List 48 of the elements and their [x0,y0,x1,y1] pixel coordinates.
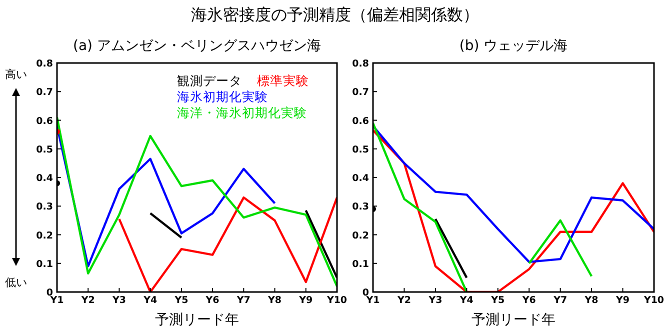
x-tick-label: Y8 [584,295,599,306]
y-tick-label: 0.5 [36,144,53,156]
text: 低い [5,276,27,289]
x-tick-label: Y1 [49,295,64,306]
text: 標準実験 [257,73,309,88]
x-tick-label: Y9 [615,295,630,306]
y-tick-label: 0.4 [36,173,54,184]
x-tick-label: Y7 [236,295,250,306]
y-tick-label: 0.7 [36,87,53,98]
x-tick-label: Y4 [458,295,474,306]
x-tick-label: Y6 [204,295,220,306]
text: 海氷初期化実験 [177,89,268,104]
y-tick-label: 0.4 [352,173,370,184]
y-tick-label: 0.1 [36,258,53,270]
line-series [373,129,654,292]
x-tick-label: Y8 [267,295,282,306]
text: 観測データ [177,73,242,88]
y-tick-label: 0.8 [36,58,54,70]
y-tick-label: 0.7 [352,87,369,98]
x-tick-label: Y3 [428,295,442,306]
text: 高い [5,68,27,81]
text: 海洋・海氷初期化実験 [177,105,307,120]
chart-title: (b) ウェッデル海 [459,38,568,54]
x-tick-label: Y9 [298,295,313,306]
y-tick-label: 0.6 [352,116,370,127]
x-axis-title: 予測リード年 [472,312,556,328]
y-tick-label: 0.2 [352,230,369,242]
x-tick-label: Y5 [490,295,505,306]
y-tick-label: 0.1 [352,258,369,270]
y-tick-label: 0.6 [36,116,54,127]
y-tick-label: 0.8 [352,58,370,70]
x-tick-label: Y4 [142,295,158,306]
x-tick-label: Y5 [174,295,188,306]
chart-title: (a) アムンゼン・ベリングスハウゼン海 [73,38,321,54]
x-tick-label: Y7 [552,295,568,306]
x-tick-label: Y10 [642,295,664,306]
x-axis-title: 予測リード年 [155,312,239,328]
y-tick-label: 0.3 [36,202,53,213]
x-tick-label: Y6 [521,295,536,306]
y-tick-label: 0.5 [352,144,369,156]
x-tick-label: Y10 [326,295,348,306]
x-tick-label: Y1 [365,295,380,306]
y-tick-label: 0.2 [36,230,53,242]
x-tick-label: Y3 [111,295,126,306]
text: 海氷密接度の予測精度（偏差相関係数） [191,5,479,24]
x-tick-label: Y2 [80,295,95,306]
y-tick-label: 0.3 [352,202,369,213]
x-tick-label: Y2 [396,295,411,306]
